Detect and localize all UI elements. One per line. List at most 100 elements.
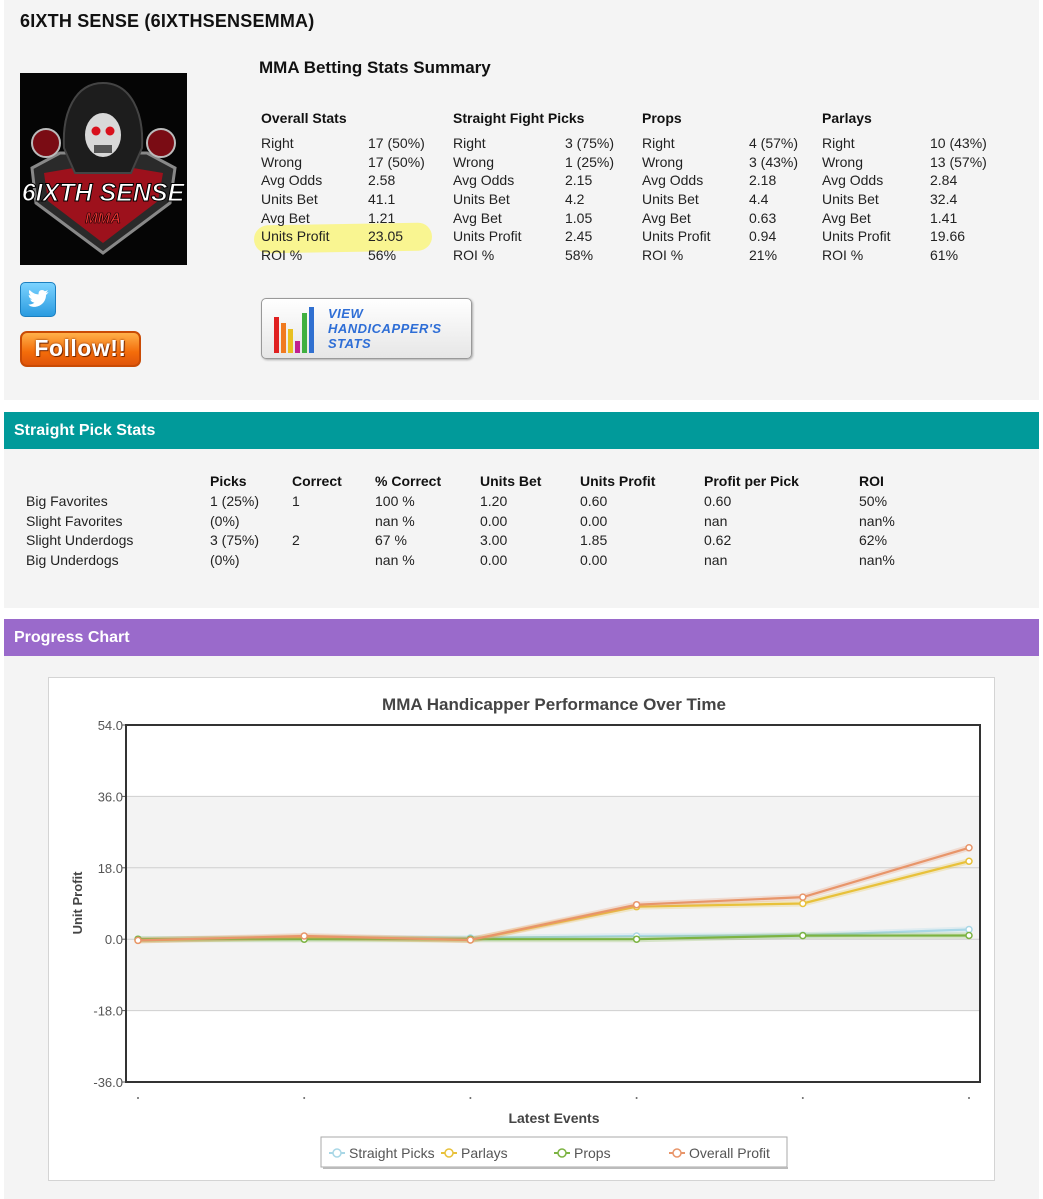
plot-frame (125, 724, 981, 1083)
stat-value: 19.66 (930, 228, 966, 245)
table-row-label: Big Favorites (26, 493, 108, 509)
straight-pick-stats-panel: Picks Correct % Correct Units Bet Units Prof… (4, 449, 1039, 608)
stat-row: Units Bet 4.4 (642, 191, 812, 210)
stat-row: ROI % 61% (822, 247, 1002, 266)
stat-label: Avg Odds (453, 172, 515, 189)
stat-label: Right (642, 135, 675, 151)
stat-row: Wrong 17 (50%) (261, 154, 441, 173)
logo-sub-wordmark: MMA (85, 210, 121, 227)
view-stats-line-1: VIEW (328, 306, 364, 321)
stat-row: Units Bet 32.4 (822, 191, 1002, 210)
y-tick-label: -18.0 (93, 1004, 123, 1019)
data-point (300, 932, 308, 940)
data-point (632, 900, 641, 909)
legend-swatch-marker (332, 1148, 342, 1158)
stat-row: Avg Bet 1.21 (261, 210, 441, 229)
group-title: Parlays (822, 110, 872, 126)
stat-value: 1 (25%) (565, 153, 615, 170)
stat-label: Units Profit (453, 228, 522, 245)
plot-band (126, 939, 980, 1011)
table-cell: (0%) (210, 551, 240, 568)
stat-value: 0.63 (749, 209, 777, 226)
legend-label: Straight Picks (349, 1145, 435, 1161)
stat-value: 13 (57%) (930, 153, 987, 170)
table-header-cell: Correct (292, 473, 342, 489)
bar-chart-icon (272, 305, 324, 353)
view-handicapper-stats-button[interactable]: VIEW HANDICAPPER'S STATS (261, 298, 472, 359)
stat-label: Right (453, 135, 486, 151)
table-cell: (0%) (210, 512, 240, 529)
x-tick (303, 1097, 306, 1099)
progress-chart: MMA Handicapper Performance Over Time 54.… (48, 677, 995, 1181)
x-tick (635, 1097, 638, 1099)
overall-stats-group: Overall Stats Right 17 (50%) Wrong 17 (50%… (261, 110, 441, 266)
stat-row: Right 17 (50%) (261, 135, 441, 154)
stat-row: Units Bet 4.2 (453, 191, 633, 210)
stat-row: ROI % 21% (642, 247, 812, 266)
table-header-cell: Picks (210, 473, 247, 489)
data-point (965, 925, 973, 934)
table-header-cell: ROI (859, 473, 884, 489)
stat-label: Avg Odds (642, 172, 704, 189)
stat-label: Wrong (261, 153, 302, 170)
stat-label: Units Bet (642, 191, 699, 208)
stat-label: ROI % (642, 247, 684, 264)
table-cell: 0.00 (480, 512, 508, 529)
stat-value: 23.05 (368, 228, 404, 245)
table-cell: nan (704, 512, 728, 529)
group-title: Straight Fight Picks (453, 110, 585, 126)
stat-value: 2.18 (749, 172, 777, 189)
straight-pick-stats-header: Straight Pick Stats (4, 412, 1039, 449)
stat-row: Avg Bet 0.63 (642, 210, 812, 229)
stat-value: 4 (57%) (749, 135, 799, 151)
stat-label: ROI % (453, 247, 495, 264)
parlays-stats-group: Parlays Right 10 (43%) Wrong 13 (57%) Avg … (822, 110, 1002, 266)
stat-value: 17 (50%) (368, 153, 425, 170)
y-tick-label: 54.0 (98, 718, 123, 733)
stat-label: Units Bet (453, 191, 510, 208)
follow-button[interactable]: Follow!! (20, 331, 141, 367)
props-stats-group: Props Right 4 (57%) Wrong 3 (43%) Avg Odds… (642, 110, 812, 266)
stat-value: 21% (749, 247, 778, 264)
table-cell: nan % (375, 551, 415, 568)
stat-row: Units Profit 0.94 (642, 228, 812, 247)
stat-label: ROI % (822, 247, 864, 264)
table-cell: 62% (859, 532, 888, 548)
twitter-button[interactable] (20, 282, 56, 317)
chart-title: MMA Handicapper Performance Over Time (382, 695, 726, 714)
table-cell: 67 % (375, 532, 407, 548)
stat-value: 4.4 (749, 191, 769, 208)
legend-swatch-marker (672, 1148, 682, 1158)
table-cell: 0.00 (480, 551, 508, 568)
straight-fight-stats-group: Straight Fight Picks Right 3 (75%) Wrong 1… (453, 110, 633, 266)
x-tick (469, 1097, 472, 1099)
series-line (138, 934, 970, 941)
stat-row: Avg Odds 2.58 (261, 172, 441, 191)
table-header-cell: Units Bet (480, 473, 542, 489)
data-point (466, 936, 475, 944)
stat-value: 61% (930, 247, 959, 264)
table-cell: 0.62 (704, 532, 732, 548)
stat-value: 0.94 (749, 228, 777, 245)
stat-label: Right (261, 135, 294, 151)
table-cell: nan% (859, 551, 895, 568)
group-title: Props (642, 110, 682, 126)
logo-graphic: 6IXTH SENSE MMA (20, 73, 187, 265)
stat-row: Units Profit 19.66 (822, 228, 1002, 247)
table-cell: 0.60 (580, 493, 608, 509)
data-point (134, 936, 142, 945)
stat-row: Units Profit 2.45 (453, 228, 633, 247)
stat-label: Units Profit (261, 228, 330, 245)
legend-swatch-marker (444, 1148, 454, 1158)
y-axis-label: Unit Profit (70, 871, 85, 934)
table-header-cell: Units Profit (580, 473, 656, 489)
table-cell: nan% (859, 512, 895, 529)
stat-label: Right (822, 135, 855, 151)
stat-value: 17 (50%) (368, 135, 425, 151)
twitter-icon (28, 289, 49, 307)
stat-label: Units Bet (261, 191, 318, 208)
stat-value: 4.2 (565, 191, 585, 208)
stat-row: ROI % 58% (453, 247, 633, 266)
stat-label: ROI % (261, 247, 303, 264)
series-line (137, 846, 970, 942)
